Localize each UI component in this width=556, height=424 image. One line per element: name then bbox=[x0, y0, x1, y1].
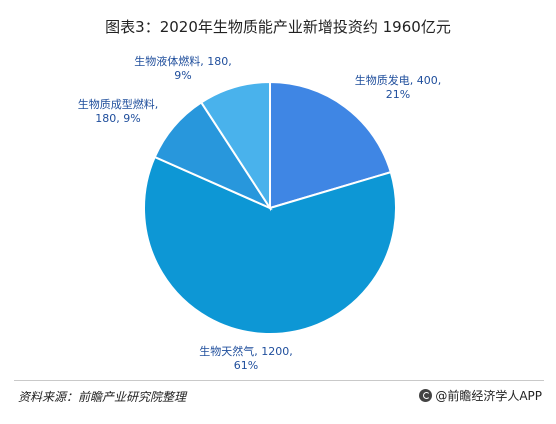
slice-label-pellet: 生物质成型燃料, 180, 9% bbox=[58, 98, 178, 126]
slice-label-gas-line1: 生物天然气, 1200, bbox=[199, 345, 293, 358]
slice-label-gas-line2: 61% bbox=[233, 359, 259, 372]
slice-label-power: 生物质发电, 400, 21% bbox=[338, 74, 458, 102]
slice-label-liquid: 生物液体燃料, 180, 9% bbox=[118, 55, 248, 83]
app-credit-text: @前瞻经济学人APP bbox=[435, 389, 542, 403]
slice-label-gas: 生物天然气, 1200, 61% bbox=[186, 345, 306, 373]
slice-label-liquid-line1: 生物液体燃料, 180, bbox=[134, 55, 232, 68]
footer-divider bbox=[14, 380, 544, 381]
source-note: 资料来源：前瞻产业研究院整理 bbox=[18, 390, 187, 404]
slice-label-power-line2: 21% bbox=[385, 88, 411, 101]
slice-label-pellet-line1: 生物质成型燃料, bbox=[77, 98, 159, 111]
slice-label-liquid-line2: 9% bbox=[174, 69, 192, 82]
pie-slice-0 bbox=[269, 80, 393, 210]
chart-title: 图表3：2020年生物质能产业新增投资约 1960亿元 bbox=[105, 18, 451, 36]
slice-label-pellet-line2: 180, 9% bbox=[95, 112, 141, 125]
brand-logo-icon bbox=[419, 389, 433, 402]
app-credit: @前瞻经济学人APP bbox=[419, 387, 542, 404]
pie-slice-1 bbox=[143, 155, 397, 335]
slice-label-power-line1: 生物质发电, 400, bbox=[354, 74, 442, 87]
pie-slice-3 bbox=[199, 80, 271, 212]
